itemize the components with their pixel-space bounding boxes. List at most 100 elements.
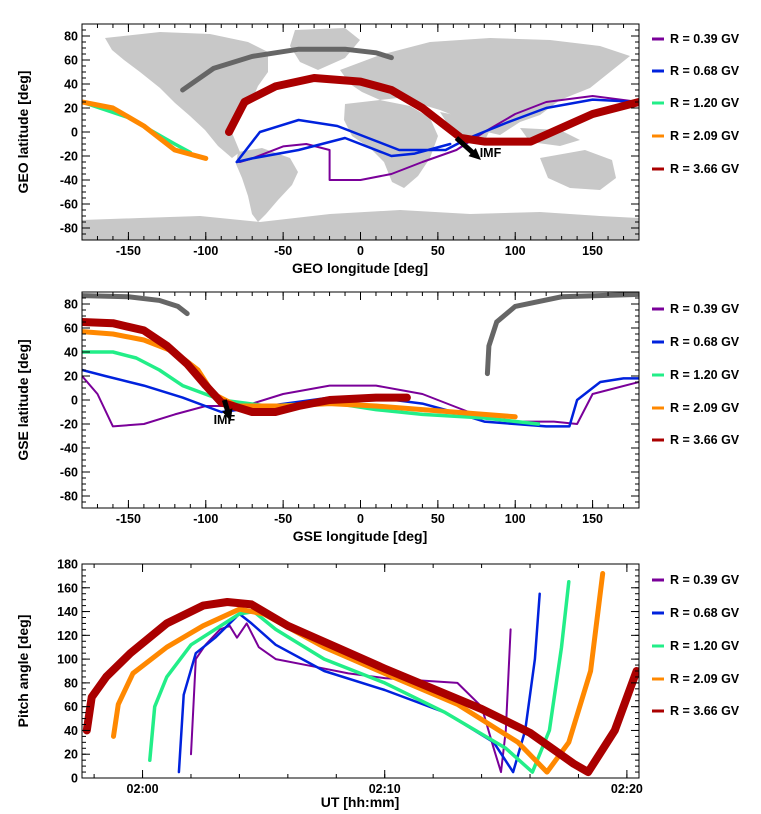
gse-gray-curve-1 [484, 292, 639, 377]
pitch-ytick-label: 160 [57, 581, 78, 595]
gse-legend-label-1: R = 0.68 GV [670, 335, 740, 349]
pitch-ytick-label: 60 [64, 700, 78, 714]
geo-xtick-label: 100 [505, 244, 526, 258]
geo-xtick-label: 0 [357, 244, 364, 258]
pitch-legend-label-3: R = 2.09 GV [670, 672, 740, 686]
geo-x-axis-title: GEO longitude [deg] [292, 260, 428, 276]
gse-xtick-label: -50 [274, 512, 292, 526]
gse-ytick-label: -80 [60, 490, 78, 504]
geo-map-south-america [236, 148, 298, 222]
geo-legend-label-2: R = 1.20 GV [670, 96, 740, 110]
geo-xtick-label: -150 [116, 244, 141, 258]
pitch-series-1 [177, 592, 541, 774]
pitch-series-4 [82, 598, 639, 777]
pitch-xtick-label: 02:00 [127, 782, 159, 796]
panel-geo: -150 -100 -50 0 50 100 150 -80 -60 -40 -20 0 20 40 60 8… [15, 23, 740, 276]
pitch-y-axis-title: Pitch angle [deg] [15, 615, 31, 728]
pitch-legend-label-0: R = 0.39 GV [670, 573, 740, 587]
geo-series-3 [82, 99, 209, 161]
gse-ytick-label: -60 [60, 466, 78, 480]
geo-legend-label-3: R = 2.09 GV [670, 129, 740, 143]
gse-ytick-label: 60 [64, 322, 78, 336]
gse-xtick-label: 0 [357, 512, 364, 526]
gse-ytick-label: -20 [60, 418, 78, 432]
geo-map-north-america [105, 32, 268, 158]
pitch-x-axis-title: UT [hh:mm] [321, 794, 400, 810]
legend-gse: R = 0.39 GV R = 0.68 GV R = 1.20 GV R = … [652, 302, 740, 447]
geo-ytick-label: -40 [60, 174, 78, 188]
axes-gse: -150 -100 -50 0 50 100 150 -80 -60 -40 -20 0 20 40 60 8… [60, 291, 640, 526]
pitch-ytick-label: 80 [64, 676, 78, 690]
geo-imf-label: IMF [480, 146, 502, 160]
pitch-ytick-label: 180 [57, 558, 78, 572]
plot-area-geo [82, 46, 639, 181]
gse-x-axis-title: GSE longitude [deg] [293, 528, 428, 544]
geo-ytick-label: 80 [64, 30, 78, 44]
geo-ytick-label: 0 [71, 126, 78, 140]
geo-series-1 [235, 98, 639, 164]
geo-ytick-label: -20 [60, 150, 78, 164]
geo-map-australia [540, 150, 616, 190]
pitch-legend-label-1: R = 0.68 GV [670, 606, 740, 620]
gse-ytick-label: 0 [71, 394, 78, 408]
gse-xtick-label: 100 [505, 512, 526, 526]
gse-series-0 [82, 375, 639, 428]
axes-geo: -150 -100 -50 0 50 100 150 -80 -60 -40 -20 0 20 40 60 8… [60, 23, 640, 258]
gse-series-4 [82, 318, 411, 416]
geo-series-4 [225, 74, 639, 146]
gse-xtick-label: -150 [116, 512, 141, 526]
panel-gse: -150 -100 -50 0 50 100 150 -80 -60 -40 -20 0 20 40 60 8… [15, 291, 740, 544]
geo-ytick-label: 60 [64, 54, 78, 68]
pitch-legend-label-2: R = 1.20 GV [670, 639, 740, 653]
geo-xtick-label: 150 [582, 244, 603, 258]
gse-ytick-label: 40 [64, 346, 78, 360]
pitch-legend-label-4: R = 3.66 GV [670, 704, 740, 718]
pitch-xtick-label: 02:10 [369, 782, 401, 796]
geo-gray-curve-0 [180, 46, 394, 93]
gse-series-1 [82, 368, 639, 428]
legend-geo: R = 0.39 GV R = 0.68 GV R = 1.20 GV R = … [652, 32, 740, 176]
geo-map-antarctica [82, 210, 639, 240]
gse-legend-label-4: R = 3.66 GV [670, 433, 740, 447]
geo-ytick-label: -60 [60, 198, 78, 212]
geo-y-axis-title: GEO latitude [deg] [15, 71, 31, 194]
geo-ytick-label: 20 [64, 102, 78, 116]
gse-y-axis-title: GSE latitude [deg] [15, 339, 31, 460]
axes-pitch: 02:00 02:10 02:20 0 20 40 60 80 100 120 140 160 180 [57, 558, 643, 797]
geo-legend-label-1: R = 0.68 GV [670, 64, 740, 78]
geo-xtick-label: -100 [193, 244, 218, 258]
gse-ytick-label: -40 [60, 442, 78, 456]
geo-ytick-label: -80 [60, 222, 78, 236]
pitch-ytick-label: 100 [57, 653, 78, 667]
gse-xtick-label: -100 [193, 512, 218, 526]
gse-xtick-label: 150 [582, 512, 603, 526]
gse-legend-label-0: R = 0.39 GV [670, 302, 740, 316]
geo-xtick-label: 50 [431, 244, 445, 258]
pitch-ytick-label: 140 [57, 605, 78, 619]
pitch-ytick-label: 120 [57, 629, 78, 643]
geo-map-eurasia [340, 38, 630, 135]
gse-series-2 [82, 350, 541, 426]
pitch-ytick-label: 20 [64, 748, 78, 762]
gse-ytick-label: 80 [64, 298, 78, 312]
gse-imf-arrow-head [222, 408, 233, 422]
gse-legend-label-3: R = 2.09 GV [670, 401, 740, 415]
gse-imf-label: IMF [214, 413, 236, 427]
geo-xtick-label: -50 [274, 244, 292, 258]
geo-series-2 [82, 100, 193, 155]
panel-pitch: 02:00 02:10 02:20020406080100120140160180 … [15, 558, 740, 811]
gse-ytick-label: 20 [64, 370, 78, 384]
geo-legend-label-0: R = 0.39 GV [670, 32, 740, 46]
pitch-xtick-label: 02:20 [611, 782, 643, 796]
geo-legend-label-4: R = 3.66 GV [670, 162, 740, 176]
pitch-series-0 [190, 622, 512, 774]
pitch-axes-frame [81, 563, 640, 779]
geo-imf-arrow-head [468, 148, 482, 161]
gse-legend-label-2: R = 1.20 GV [670, 368, 740, 382]
geo-series-0 [238, 95, 639, 181]
plot-area-gse [82, 292, 639, 428]
pitch-ytick-label: 0 [71, 772, 78, 786]
geo-ytick-label: 40 [64, 78, 78, 92]
gse-xtick-label: 50 [431, 512, 445, 526]
